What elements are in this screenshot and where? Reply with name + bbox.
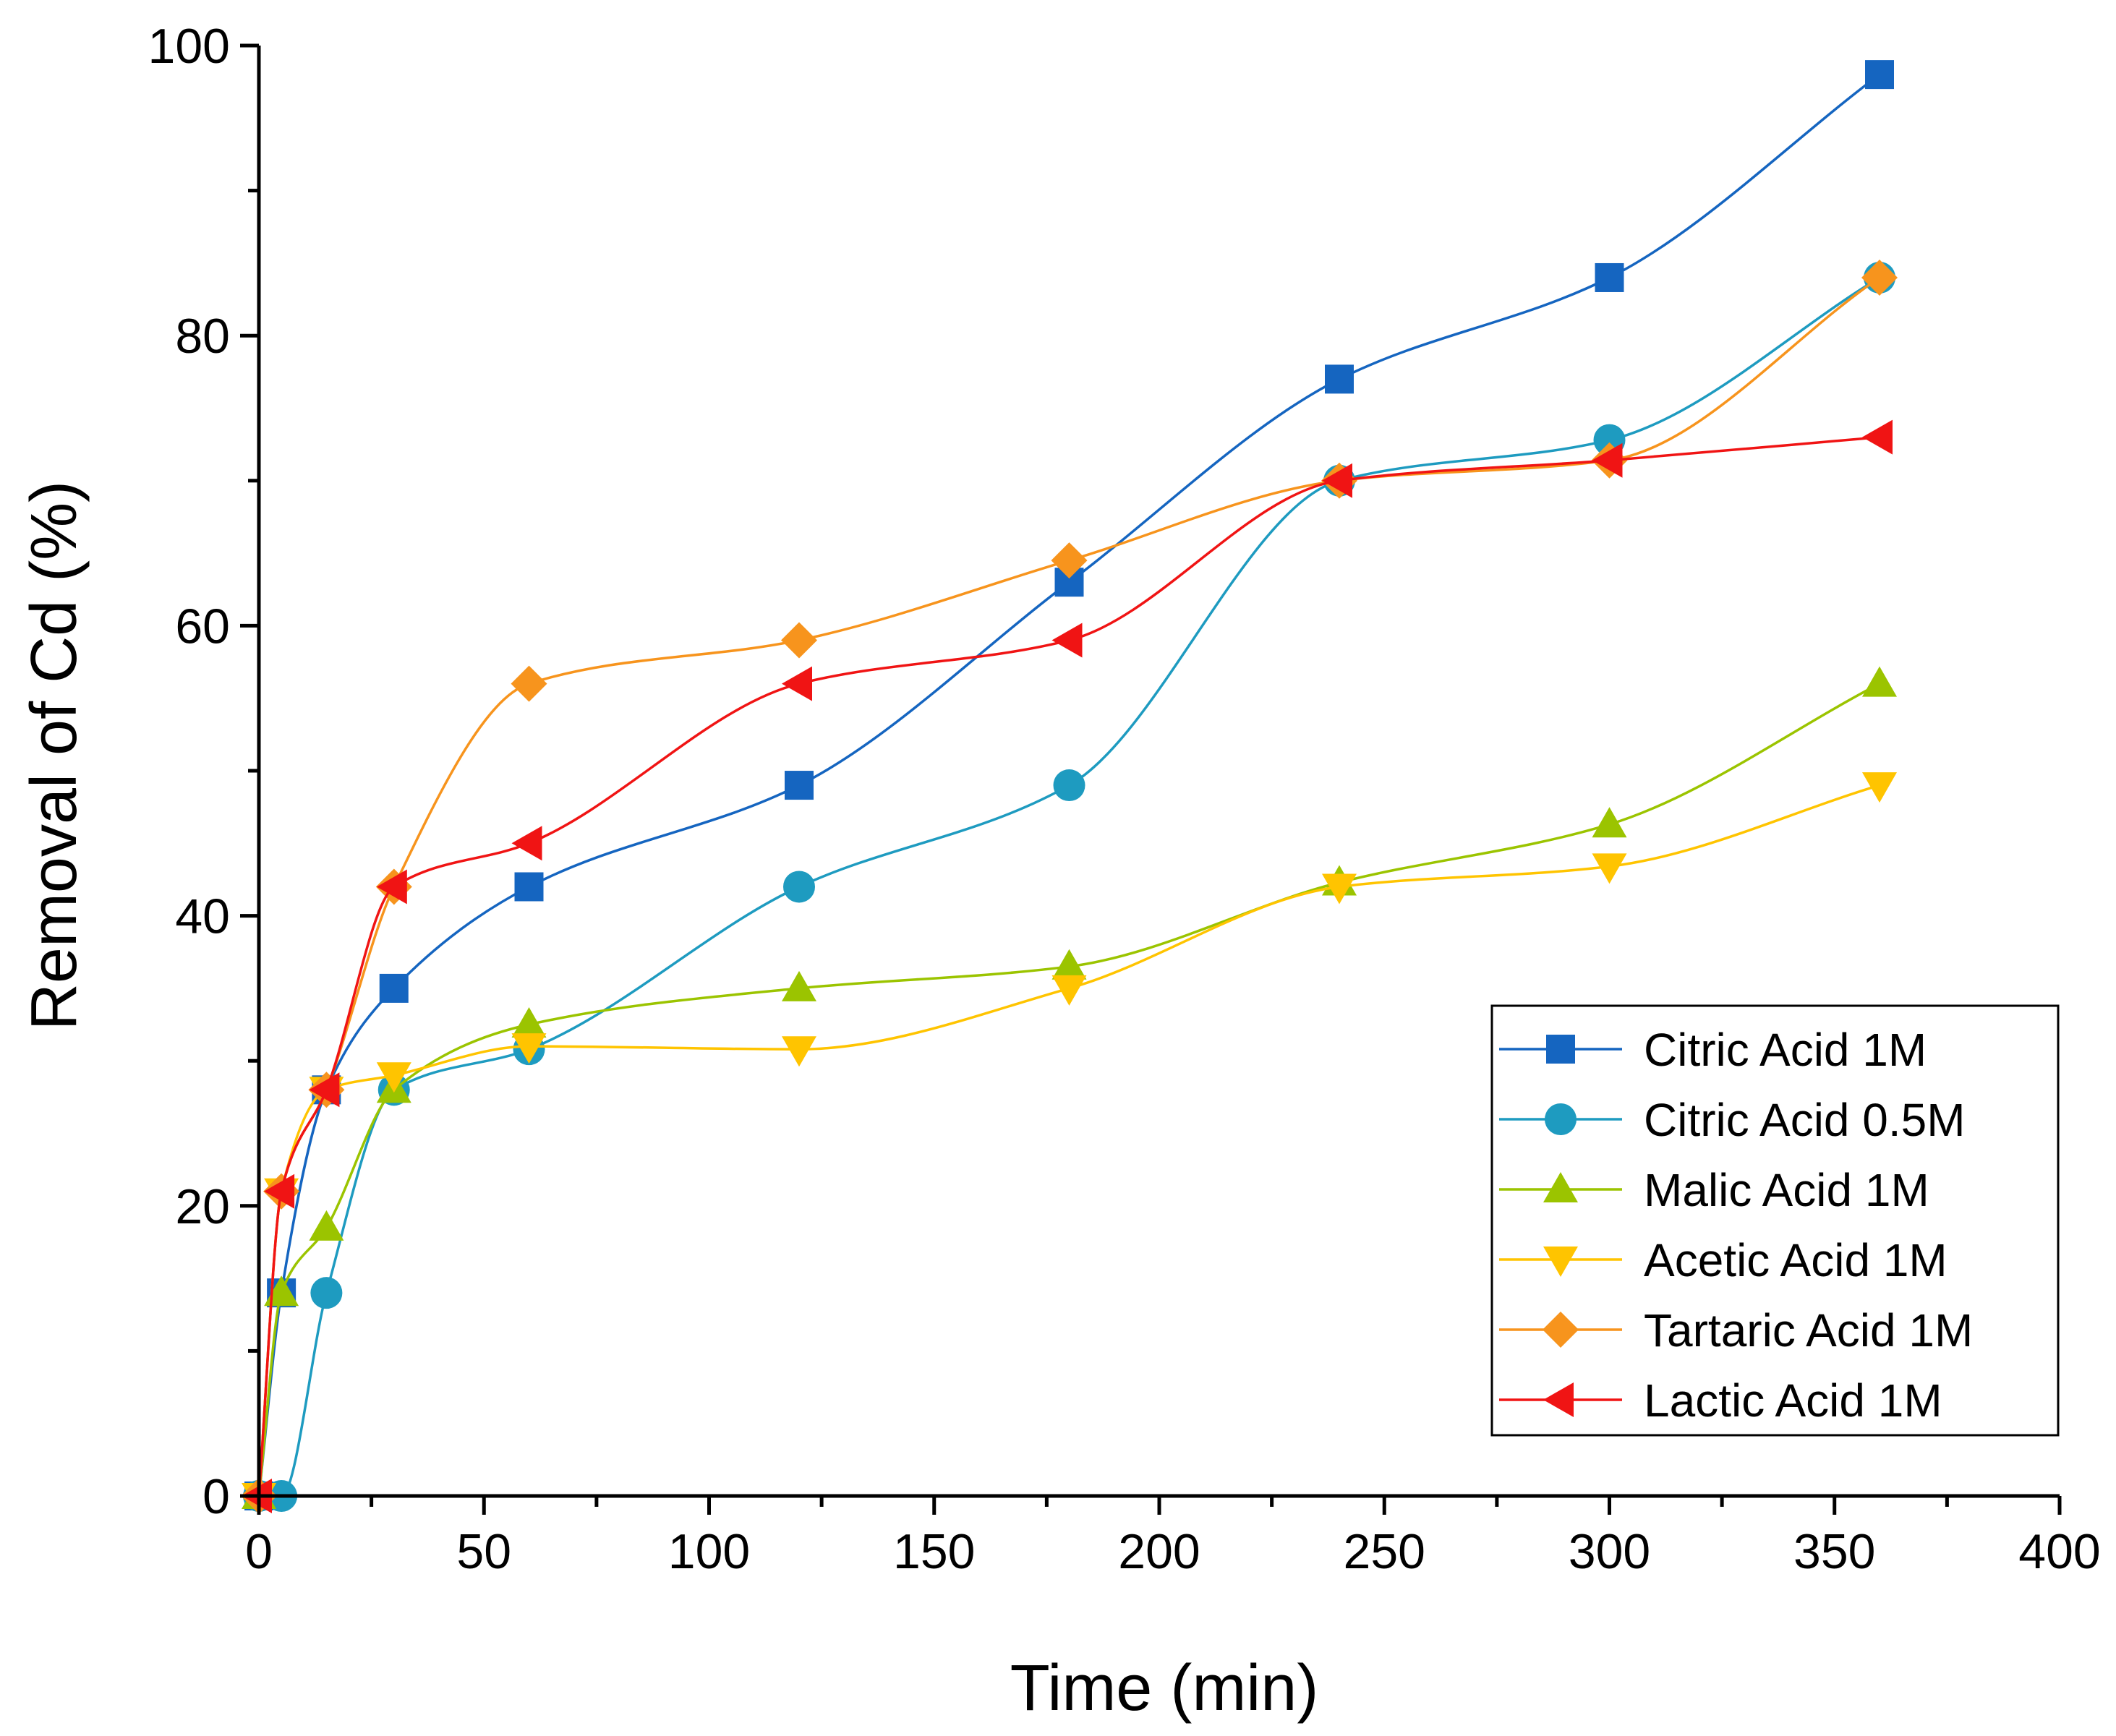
- legend-label: Lactic Acid 1M: [1644, 1374, 1942, 1427]
- legend-label: Malic Acid 1M: [1644, 1164, 1929, 1216]
- data-point: [309, 1210, 344, 1241]
- data-point: [782, 1036, 816, 1067]
- legend-item: Lactic Acid 1M: [1499, 1374, 1942, 1427]
- data-point: [785, 771, 814, 800]
- x-tick-label: 350: [1793, 1524, 1875, 1579]
- data-point: [1051, 949, 1087, 980]
- x-axis-title: Time (min): [1010, 1652, 1319, 1724]
- x-tick-label: 150: [893, 1524, 975, 1579]
- data-point: [782, 970, 816, 1001]
- x-tick-label: 200: [1118, 1524, 1200, 1579]
- x-tick-label: 50: [456, 1524, 511, 1579]
- x-tick-label: 0: [245, 1524, 273, 1579]
- legend-label: Tartaric Acid 1M: [1644, 1304, 1973, 1356]
- y-tick-label: 100: [148, 19, 230, 74]
- data-point: [511, 826, 542, 861]
- legend-marker: [1543, 1382, 1574, 1417]
- data-point: [264, 1275, 299, 1307]
- legend-box: [1490, 1004, 2060, 1437]
- data-point: [1592, 853, 1627, 884]
- legend-marker: [1545, 1103, 1577, 1135]
- legend-marker: [1543, 1172, 1578, 1202]
- data-point: [1325, 364, 1354, 394]
- data-point: [1051, 975, 1087, 1006]
- x-tick-label: 100: [668, 1524, 750, 1579]
- data-point: [1595, 262, 1624, 292]
- data-point: [514, 872, 544, 902]
- legend-item: Tartaric Acid 1M: [1499, 1304, 1973, 1356]
- data-point: [781, 622, 817, 659]
- x-tick-label: 300: [1569, 1524, 1650, 1579]
- legend-marker: [1546, 1035, 1575, 1064]
- x-tick-label: 250: [1344, 1524, 1425, 1579]
- data-point: [1051, 542, 1088, 579]
- data-point: [511, 665, 547, 702]
- legend-marker: [1543, 1247, 1578, 1277]
- legend-label: Acetic Acid 1M: [1644, 1234, 1948, 1286]
- data-point: [1592, 807, 1627, 838]
- series-line: [257, 435, 1880, 1497]
- data-point: [376, 1062, 411, 1093]
- data-point: [1592, 442, 1623, 478]
- data-point: [376, 869, 407, 905]
- y-tick-label: 60: [175, 599, 230, 654]
- axes-layer: 0 50 100 150 200 250 300 350 400 0 20 40 60 80 100: [148, 19, 2101, 1579]
- data-point: [310, 1277, 343, 1309]
- data-point: [783, 871, 815, 903]
- series-layer: [241, 60, 1898, 1514]
- y-tick-label: 0: [202, 1469, 230, 1524]
- y-tick-label: 20: [175, 1179, 230, 1234]
- legend-item: Citric Acid 0.5M: [1499, 1094, 1966, 1146]
- legend-label: Citric Acid 1M: [1644, 1024, 1927, 1076]
- data-point: [309, 1072, 340, 1108]
- x-tick-label: 400: [2018, 1524, 2100, 1579]
- data-point: [1865, 60, 1894, 90]
- data-point: [264, 1173, 295, 1209]
- data-point: [511, 1033, 547, 1064]
- y-tick-label: 80: [175, 309, 230, 364]
- series-lactic-acid-1m: [242, 419, 1893, 1513]
- y-axis-title: Removal of Cd (%): [18, 481, 90, 1030]
- data-point: [1051, 623, 1083, 658]
- legend-item: Citric Acid 1M: [1499, 1024, 1927, 1076]
- data-point: [1862, 419, 1893, 455]
- data-point: [1053, 769, 1085, 802]
- data-point: [1862, 666, 1897, 697]
- data-point: [511, 1007, 547, 1038]
- data-point: [1862, 772, 1897, 803]
- legend-item: Acetic Acid 1M: [1499, 1234, 1948, 1286]
- legend: Citric Acid 1M Citric Acid 0.5M Malic Acid…: [1490, 1004, 2060, 1437]
- data-point: [1861, 260, 1898, 296]
- data-point: [379, 973, 409, 1003]
- legend-item: Malic Acid 1M: [1499, 1164, 1929, 1216]
- data-point: [1322, 463, 1352, 498]
- data-point: [1322, 873, 1357, 905]
- data-point: [782, 666, 812, 701]
- y-tick-label: 40: [175, 889, 230, 944]
- legend-label: Citric Acid 0.5M: [1644, 1094, 1966, 1146]
- legend-marker: [1543, 1312, 1579, 1348]
